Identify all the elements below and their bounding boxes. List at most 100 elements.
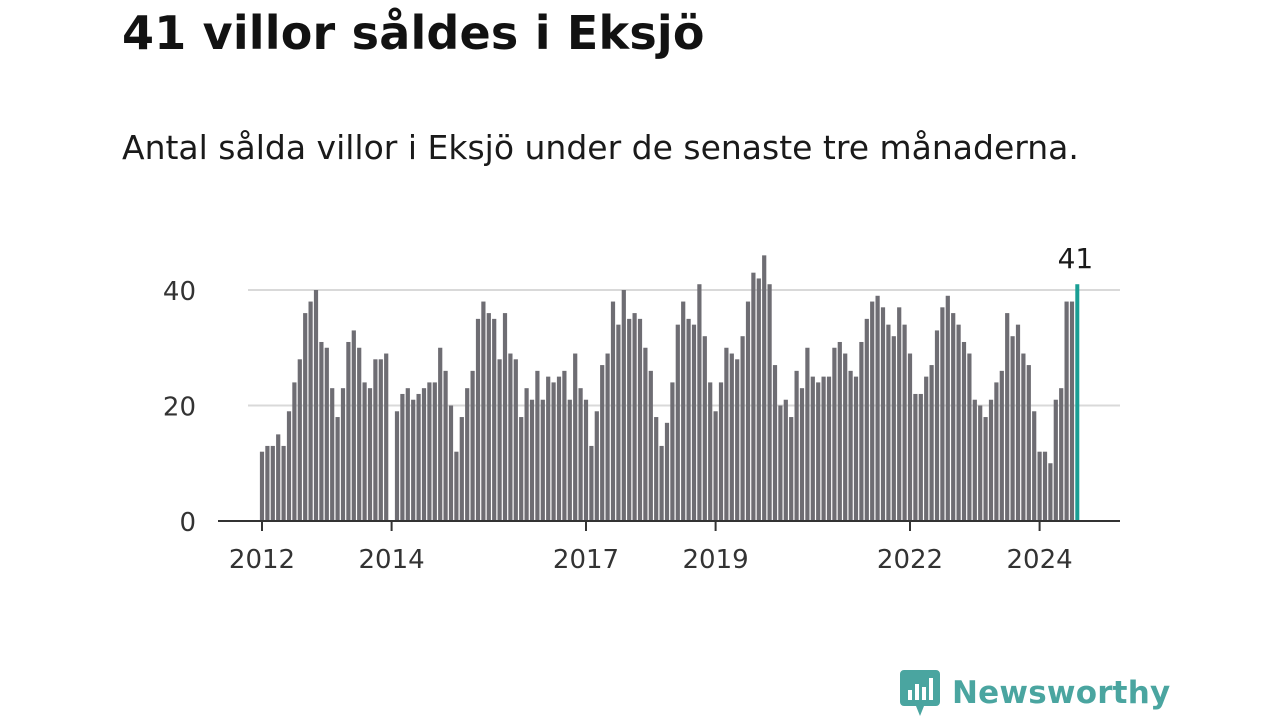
bar — [556, 376, 562, 521]
bar — [486, 313, 491, 521]
bar — [983, 417, 988, 521]
bar — [961, 341, 967, 521]
bar — [276, 434, 281, 521]
bar — [934, 330, 940, 521]
bar — [637, 318, 643, 521]
bar — [956, 324, 961, 521]
bar — [475, 318, 481, 521]
bar — [1032, 411, 1037, 521]
bar — [546, 376, 551, 521]
y-tick-label: 20 — [163, 393, 196, 423]
bar — [394, 411, 400, 521]
bar — [492, 318, 497, 521]
bar — [664, 422, 670, 521]
newsworthy-logo-icon — [900, 670, 940, 716]
bar — [724, 347, 729, 521]
bar — [907, 353, 913, 521]
bar — [465, 388, 470, 521]
bar — [778, 405, 783, 521]
bar — [924, 376, 929, 521]
bar — [508, 353, 513, 521]
bar — [913, 393, 918, 521]
bar — [351, 330, 356, 521]
bar — [988, 399, 994, 521]
x-tick-label: 2014 — [359, 545, 425, 575]
chart-subtitle: Antal sålda villor i Eksjö under de sena… — [122, 128, 1079, 167]
bar — [880, 307, 886, 521]
bar — [918, 393, 923, 521]
bar — [902, 324, 907, 521]
bar — [751, 272, 756, 521]
bar — [886, 324, 891, 521]
bar — [594, 411, 599, 521]
bar — [951, 313, 956, 521]
bar — [400, 393, 405, 521]
bar — [432, 382, 437, 521]
bar-chart: 0 20 40 41 2012 2014 2017 2019 2022 2024 — [163, 242, 1120, 575]
bar — [610, 301, 616, 521]
bar — [600, 365, 605, 521]
x-tick-label: 2022 — [877, 545, 943, 575]
bar — [654, 417, 659, 521]
x-tick-label: 2017 — [553, 545, 619, 575]
bar — [1064, 301, 1069, 521]
bar — [875, 295, 880, 521]
bar — [826, 376, 832, 521]
bar — [605, 353, 610, 521]
bar — [1059, 388, 1064, 521]
bar — [481, 301, 486, 521]
bar — [864, 318, 869, 521]
bar — [578, 388, 583, 521]
bar — [789, 417, 794, 521]
bar — [438, 347, 443, 521]
bar — [783, 399, 788, 521]
bar — [1053, 399, 1058, 521]
bar — [540, 399, 545, 521]
bar — [762, 255, 767, 521]
bar — [1026, 365, 1031, 521]
bar — [708, 382, 713, 521]
bar — [616, 324, 621, 521]
bar — [735, 359, 740, 521]
bar — [967, 353, 972, 521]
y-tick-label: 40 — [163, 277, 196, 307]
bar — [1010, 336, 1015, 521]
bar — [297, 359, 302, 521]
bar — [384, 353, 389, 521]
bar — [535, 370, 540, 521]
bar — [994, 382, 999, 521]
bar — [718, 382, 724, 521]
bar — [562, 370, 567, 521]
bar — [745, 301, 751, 521]
bar — [929, 365, 934, 521]
bar — [1015, 324, 1021, 521]
bar — [686, 318, 691, 521]
bar — [821, 376, 826, 521]
bar — [740, 336, 745, 521]
highlight-bar — [1075, 284, 1080, 521]
bar — [643, 347, 648, 521]
bar — [346, 341, 351, 521]
bar — [313, 290, 319, 521]
bar — [319, 341, 324, 521]
bar — [1037, 451, 1042, 521]
bar — [675, 324, 680, 521]
bar — [697, 284, 702, 521]
bar — [303, 313, 308, 521]
bar — [340, 388, 346, 521]
bar — [270, 445, 275, 521]
bar — [756, 278, 761, 521]
bar — [416, 393, 421, 521]
bar — [529, 399, 535, 521]
bar — [648, 370, 653, 521]
bar — [502, 313, 508, 521]
bar — [524, 388, 529, 521]
bar — [281, 445, 286, 521]
bar — [810, 376, 815, 521]
bar — [837, 341, 842, 521]
bar — [848, 370, 853, 521]
bar — [897, 307, 902, 521]
bar — [443, 370, 448, 521]
bar — [805, 347, 810, 521]
bar — [767, 284, 772, 521]
